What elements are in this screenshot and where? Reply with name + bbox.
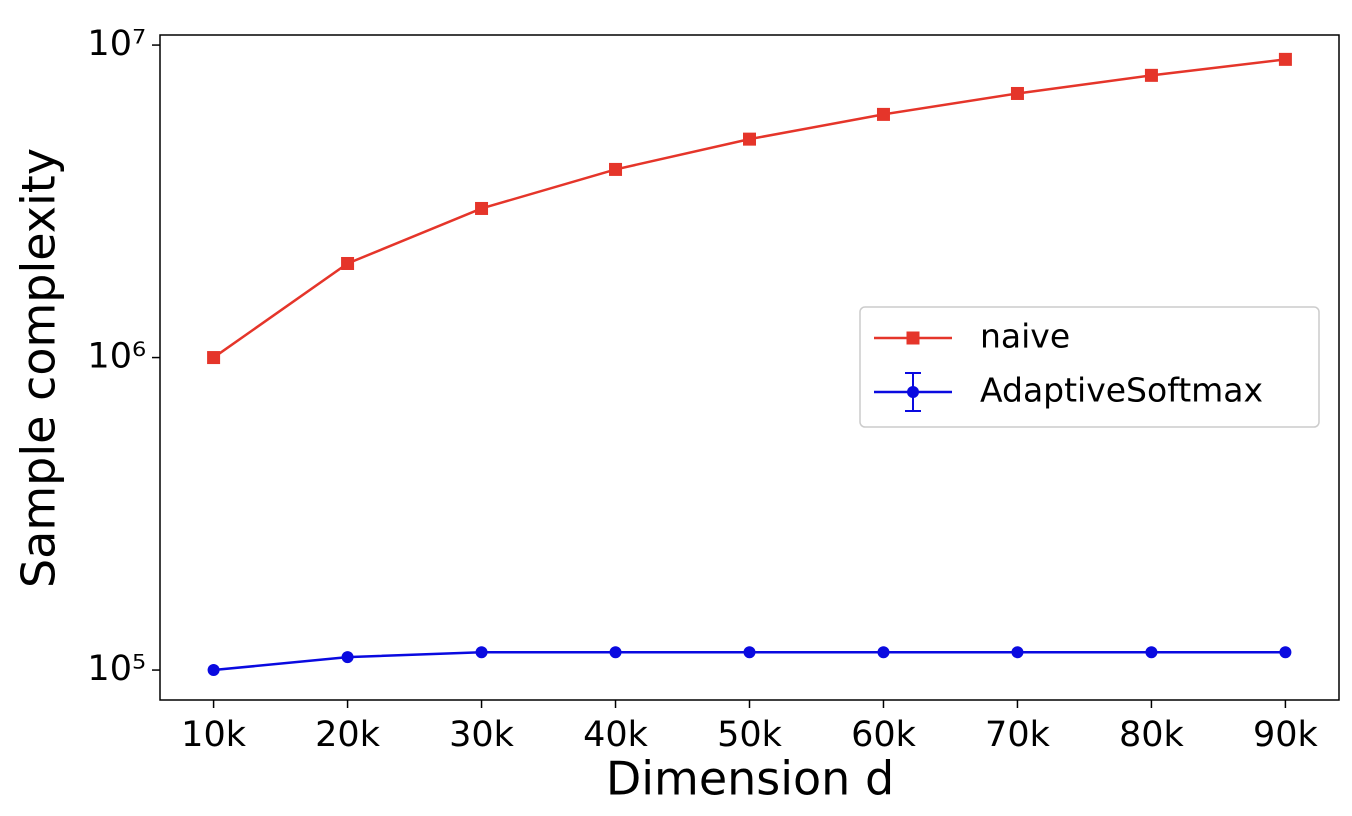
- marker: [1279, 646, 1292, 659]
- x-tick-label: 30k: [449, 715, 515, 755]
- marker: [876, 107, 890, 121]
- marker: [207, 664, 220, 677]
- x-tick-label: 70k: [985, 715, 1051, 755]
- legend-label: naive: [980, 317, 1070, 356]
- marker: [1144, 68, 1158, 82]
- marker: [609, 162, 623, 176]
- x-tick-label: 10k: [181, 715, 247, 755]
- x-tick-label: 40k: [583, 715, 649, 755]
- marker: [207, 351, 221, 365]
- marker: [1011, 646, 1024, 659]
- marker: [743, 646, 756, 659]
- x-tick-label: 50k: [717, 715, 783, 755]
- plot-frame: [159, 34, 1340, 701]
- legend-marker: [906, 331, 920, 345]
- x-axis-label: Dimension d: [606, 752, 894, 806]
- marker: [743, 132, 756, 146]
- marker: [475, 201, 489, 215]
- x-tick-label: 20k: [315, 715, 381, 755]
- x-tick-label: 90k: [1253, 715, 1319, 755]
- legend-marker: [907, 386, 919, 398]
- legend-box: [859, 306, 1320, 428]
- marker: [609, 646, 622, 659]
- marker: [341, 256, 355, 270]
- legend-label: AdaptiveSoftmax: [980, 371, 1263, 410]
- marker: [475, 646, 488, 659]
- x-tick-label: 80k: [1119, 715, 1185, 755]
- y-tick-label: 10⁵: [87, 649, 146, 689]
- legend: naive AdaptiveSoftmax: [859, 306, 1320, 428]
- marker: [341, 651, 354, 664]
- marker: [1010, 86, 1024, 100]
- marker: [1145, 646, 1158, 659]
- x-tick-label: 60k: [851, 715, 917, 755]
- y-axis-label: Sample complexity: [12, 148, 66, 588]
- y-tick-label: 10⁶: [87, 337, 146, 377]
- y-tick-label: 10⁷: [87, 24, 146, 64]
- marker: [877, 646, 890, 659]
- marker: [1278, 52, 1292, 66]
